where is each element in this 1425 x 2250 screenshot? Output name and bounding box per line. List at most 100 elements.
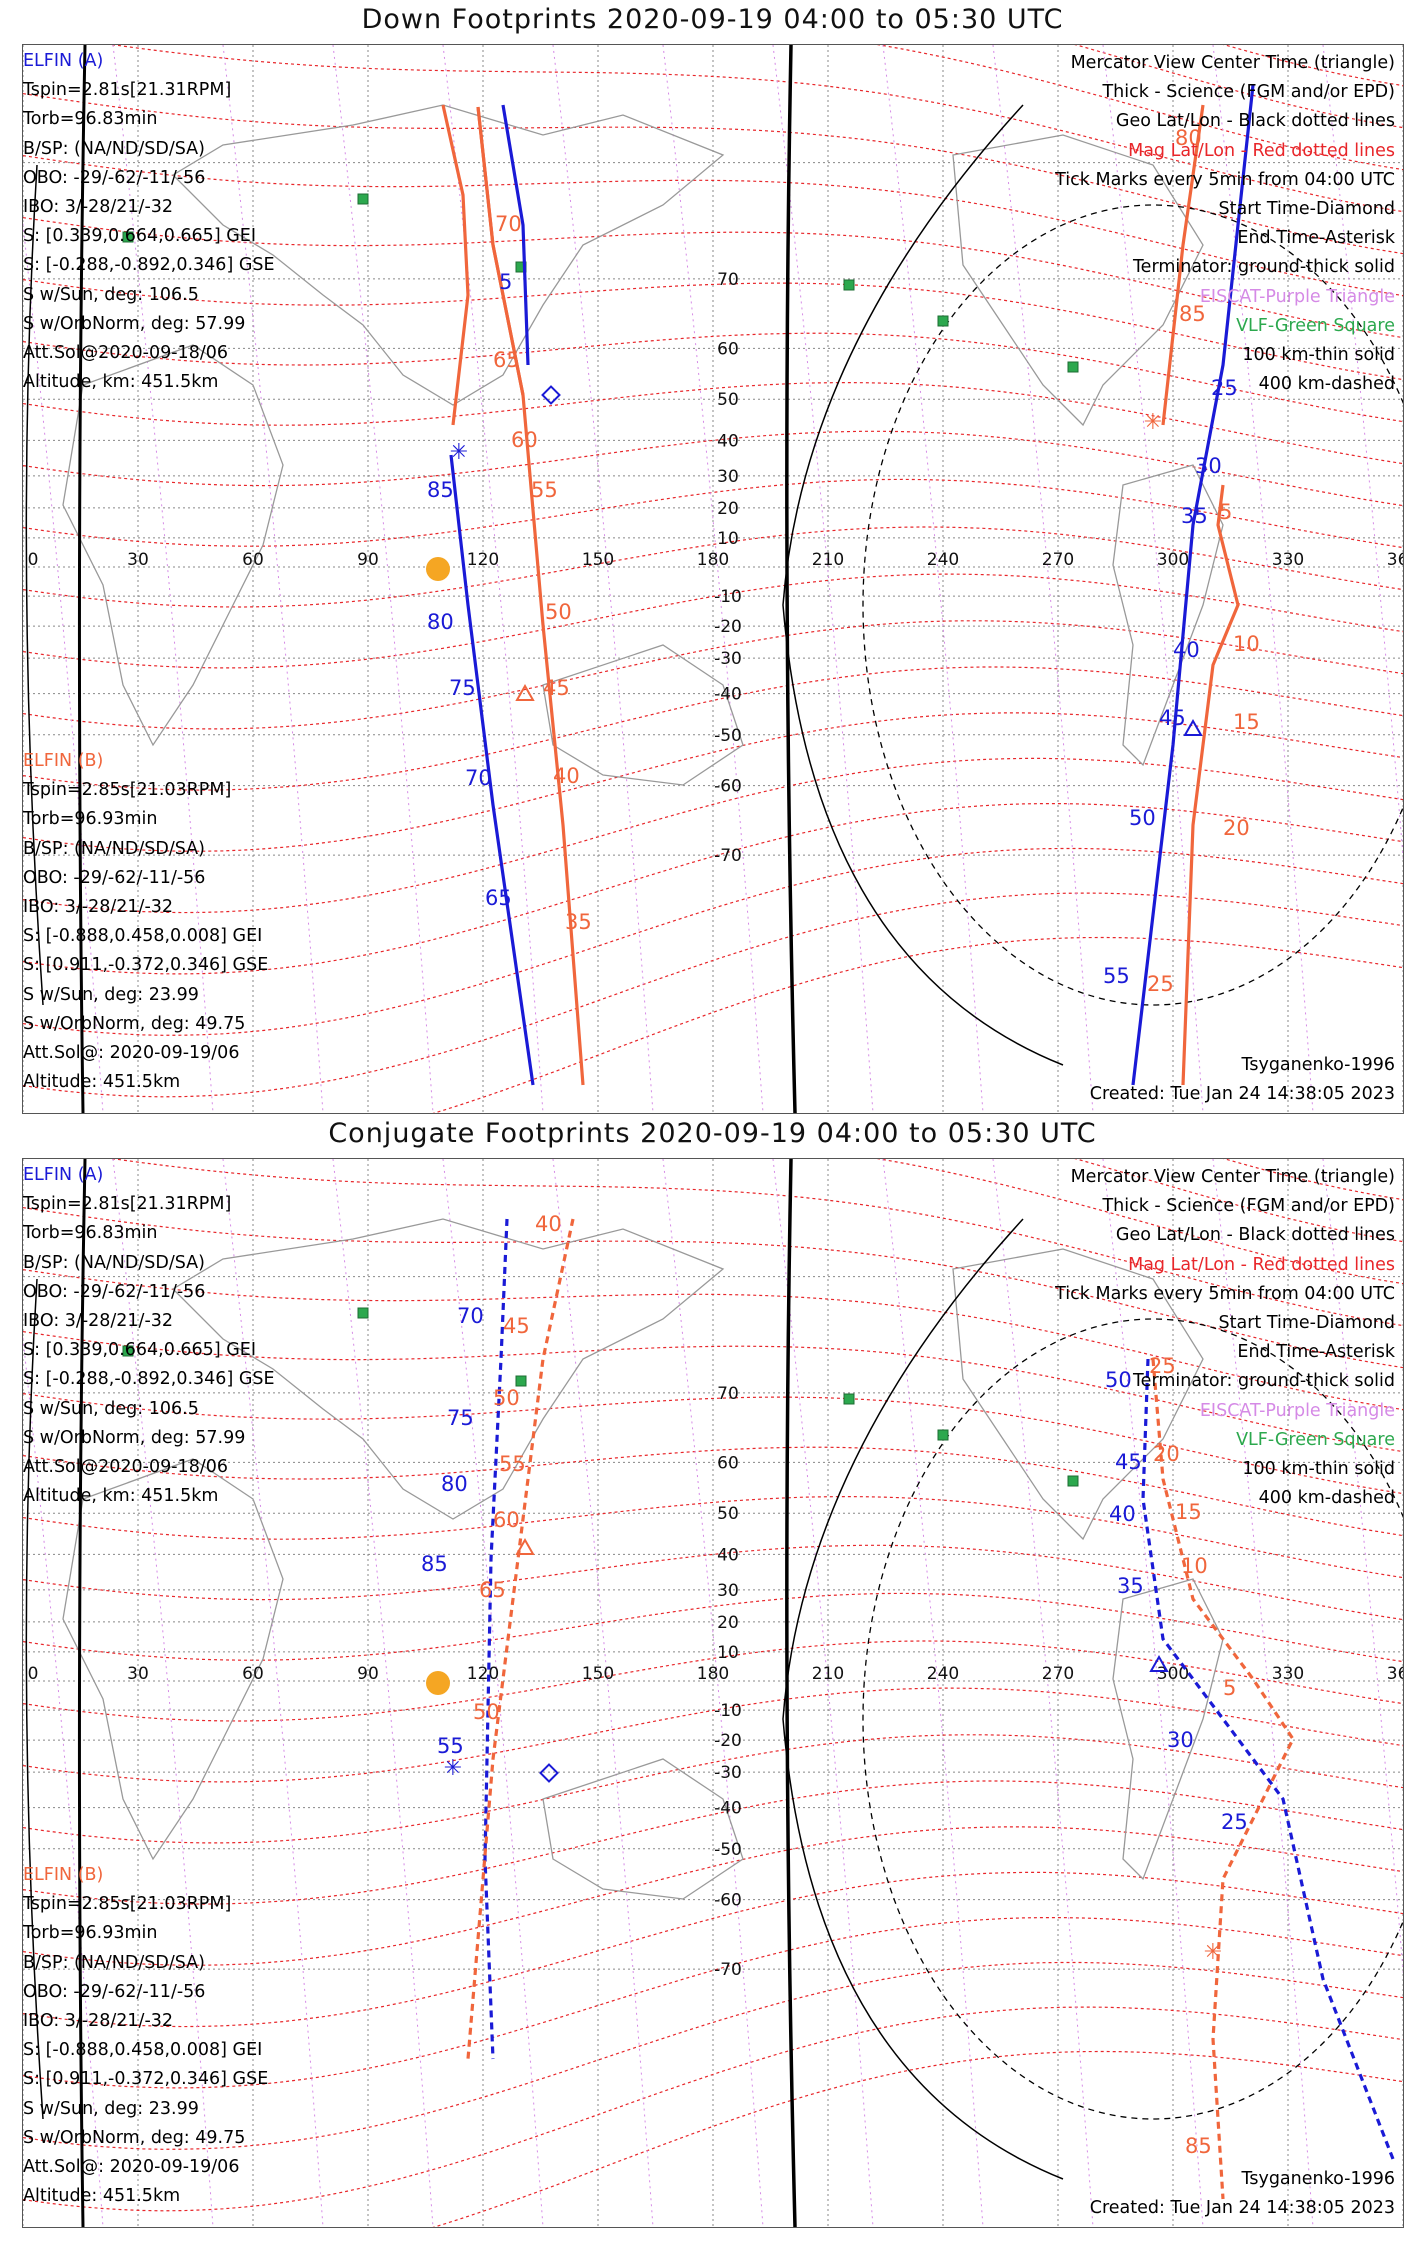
sun-marker [426,557,450,581]
track-b-tick-label: 50 [545,600,572,624]
center-triangle-sat-b [515,1537,535,1555]
mag-lat-line [23,573,1403,669]
lon-tick-label: 270 [1042,1664,1074,1684]
sat-a-line: IBO: 3/-28/21/-32 [23,1311,174,1332]
track-b-tick-label: 80 [1175,126,1202,150]
lon-tick-label: 360 [1387,1664,1403,1684]
legend-item: End Time-Asterisk [1237,1342,1395,1363]
lat-tick-label: 10 [717,529,739,549]
sat-b-line: Torb=96.93min [23,1923,158,1944]
mag-lon-line [772,1159,874,2227]
lat-tick-label: -60 [714,777,742,797]
continent-outline [542,1758,744,1900]
sat-a-line: S: [-0.288,-0.892,0.346] GSE [23,255,275,276]
sat-b-line: S w/Sun, deg: 23.99 [23,984,199,1005]
mag-lon-line [1322,45,1403,862]
track-a-tick-label: 50 [1129,806,1156,830]
lon-tick-label: 300 [1157,550,1189,570]
lon-tick-label: 270 [1042,550,1074,570]
lon-tick-label: 60 [242,550,264,570]
track-sat-a [483,1218,509,2060]
legend: Mercator View Center Time (triangle) Thi… [1055,1163,1395,1513]
mag-lon-line [222,45,324,1113]
sat-a-line: Altitude, km: 451.5km [23,372,219,393]
lat-tick-label: 20 [717,499,739,519]
terminator-100km [25,1278,44,2120]
lon-tick-label: 120 [467,1664,499,1684]
legend-item: Mercator View Center Time (triangle) [1070,1167,1395,1187]
mag-lat-line [23,803,1403,975]
mag-lat-line [23,1734,1403,1844]
lat-tick-label: -30 [714,1763,742,1783]
vlf-square [122,231,134,243]
lat-tick-label: 50 [717,390,739,410]
lon-tick-label: 90 [357,550,379,570]
lat-tick-label: -50 [714,1840,742,1860]
legend-item: Geo Lat/Lon - Black dotted lines [1115,111,1395,132]
center-triangle-sat-a [1183,718,1203,736]
track-sat-a [1141,1358,1395,2160]
mag-lon-line [882,45,984,1113]
track-b-tick-label: 85 [1185,2134,1212,2158]
sat-b-line: S w/Sun, deg: 23.99 [23,2098,199,2119]
terminator-ground [77,1159,87,2227]
end-asterisk-sat-a: ✳ [450,440,468,465]
sat-a-line: S w/Sun, deg: 106.5 [23,1398,199,1419]
lat-tick-label: -60 [714,1891,742,1911]
track-sat-b [441,104,470,426]
mag-lat-line [23,332,1403,423]
legend: Mercator View Center Time (triangle) Thi… [1055,49,1395,399]
track-sat-b [466,1218,575,2060]
start-diamond-sat-a [539,1763,559,1783]
sat-a-line: Att.Sol@2020-09-18/06 [23,343,228,364]
sat-a-line: OBO: -29/-62/-11/-56 [23,1281,206,1302]
legend-item: EISCAT-Purple Triangle [1199,286,1395,307]
mag-lon-line [1322,1159,1403,1976]
lat-tick-label: 20 [717,1613,739,1633]
sat-b-line: B/SP: (NA/ND/SD/SA) [23,838,205,859]
sat-b-info: ELFIN (B) Tspin=2.85s[21.03RPM] Torb=96.… [23,747,268,1097]
track-a-tick-label: 30 [1167,1728,1194,1752]
mag-lon-line [1102,45,1204,1113]
vlf-square [937,1429,949,1441]
legend-item: 400 km-dashed [1258,1488,1395,1509]
mag-lon-line [552,45,654,1113]
track-b-tick-label: 45 [503,1314,530,1338]
track-a-tick-label: 85 [427,478,454,502]
legend-item: Mercator View Center Time (triangle) [1070,53,1395,73]
vlf-square [843,1393,855,1405]
mag-lat-line [432,2050,1403,2227]
track-b-tick-label: 60 [493,1508,520,1532]
sat-a-line: Torb=96.83min [23,109,158,130]
lat-tick-label: -40 [714,685,742,705]
mag-lat-line [23,526,1403,608]
mag-lon-line [772,45,874,1113]
mag-lat-line [23,847,1403,1036]
lat-tick-label: 40 [717,431,739,451]
track-b-tick-label: 40 [553,764,580,788]
track-b-tick-label: 5 [1223,1676,1236,1700]
lat-tick-label: -30 [714,649,742,669]
mag-lat-line [23,279,1403,381]
mag-lat-line [23,1269,1403,1411]
terminator-400km [862,204,1403,1006]
sat-b-line: OBO: -29/-62/-11/-56 [23,1981,206,2002]
track-a-tick-label: 80 [441,1472,468,1496]
track-b-tick-label: 50 [473,1700,500,1724]
lon-tick-label: 360 [1387,550,1403,570]
track-a-tick-label: 70 [465,766,492,790]
sat-b-info: ELFIN (B) Tspin=2.85s[21.03RPM] Torb=96.… [23,1861,268,2211]
track-b-tick-label: 35 [565,910,592,934]
mag-lon-line [23,219,104,1113]
track-b-tick-label: 55 [499,1452,526,1476]
continent-outline [171,1218,725,1520]
legend-item: End Time-Asterisk [1237,228,1395,249]
continent-outline [952,134,1204,427]
vlf-square [843,279,855,291]
legend-item: Thick - Science (FGM and/or EPD) [1102,1196,1395,1217]
lon-tick-label: 330 [1272,1664,1304,1684]
track-b-tick-label: 5 [1219,500,1232,524]
end-asterisk-sat-a: ✳ [444,1756,462,1781]
legend-item: 100 km-thin solid [1242,1459,1395,1480]
vlf-square [515,1375,527,1387]
